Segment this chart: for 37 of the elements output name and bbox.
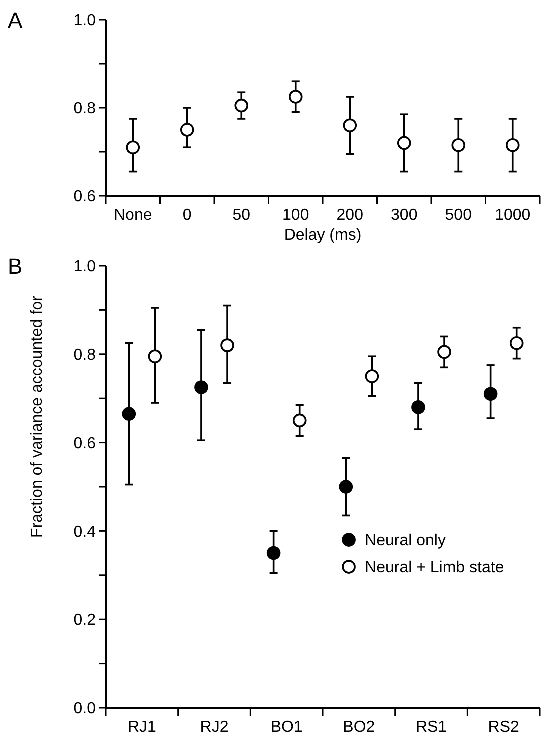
chart-title: A bbox=[8, 8, 23, 33]
point bbox=[126, 140, 140, 154]
x-tick-label: 50 bbox=[232, 207, 251, 224]
x-tick-label: 500 bbox=[445, 207, 472, 224]
x-tick-label: 300 bbox=[391, 207, 418, 224]
x-tick-label: 100 bbox=[282, 207, 310, 224]
x-tick-label: BO2 bbox=[343, 719, 376, 736]
y-tick-label: 0.6 bbox=[74, 435, 96, 452]
y-tick-label: 0.8 bbox=[74, 100, 96, 118]
x-axis-title: Delay (ms) bbox=[284, 227, 362, 244]
point bbox=[452, 138, 466, 152]
y-axis-title: Fraction of variance accounted for bbox=[29, 295, 46, 538]
x-tick-label: 0 bbox=[182, 207, 192, 224]
point bbox=[506, 138, 520, 152]
y-tick-label: 0.0 bbox=[74, 700, 96, 718]
x-tick-label: None bbox=[114, 207, 152, 224]
y-tick-label: 0.4 bbox=[74, 524, 96, 541]
point bbox=[180, 123, 194, 137]
point bbox=[288, 90, 303, 104]
x-tick-label: BO1 bbox=[270, 719, 303, 736]
x-tick-label: RJ1 bbox=[128, 719, 156, 736]
y-tick-label: 0.8 bbox=[74, 347, 96, 364]
point bbox=[343, 118, 358, 132]
x-tick-label: RS1 bbox=[416, 719, 448, 736]
legend-label: Neural only bbox=[365, 532, 446, 550]
y-tick-label: 0.2 bbox=[74, 612, 96, 630]
y-tick-label: 1.0 bbox=[74, 12, 96, 30]
chart-title: B bbox=[8, 254, 23, 279]
x-tick-label: RJ2 bbox=[200, 719, 229, 736]
point bbox=[397, 136, 412, 150]
x-tick-label: 200 bbox=[336, 207, 364, 224]
y-tick-label: 0.6 bbox=[74, 188, 96, 206]
x-tick-label: RS2 bbox=[488, 719, 520, 736]
point bbox=[234, 98, 249, 113]
x-tick-label: 1000 bbox=[495, 207, 531, 224]
legend-label: Neural + Limb state bbox=[365, 560, 504, 577]
y-tick-label: 1.0 bbox=[74, 258, 96, 276]
